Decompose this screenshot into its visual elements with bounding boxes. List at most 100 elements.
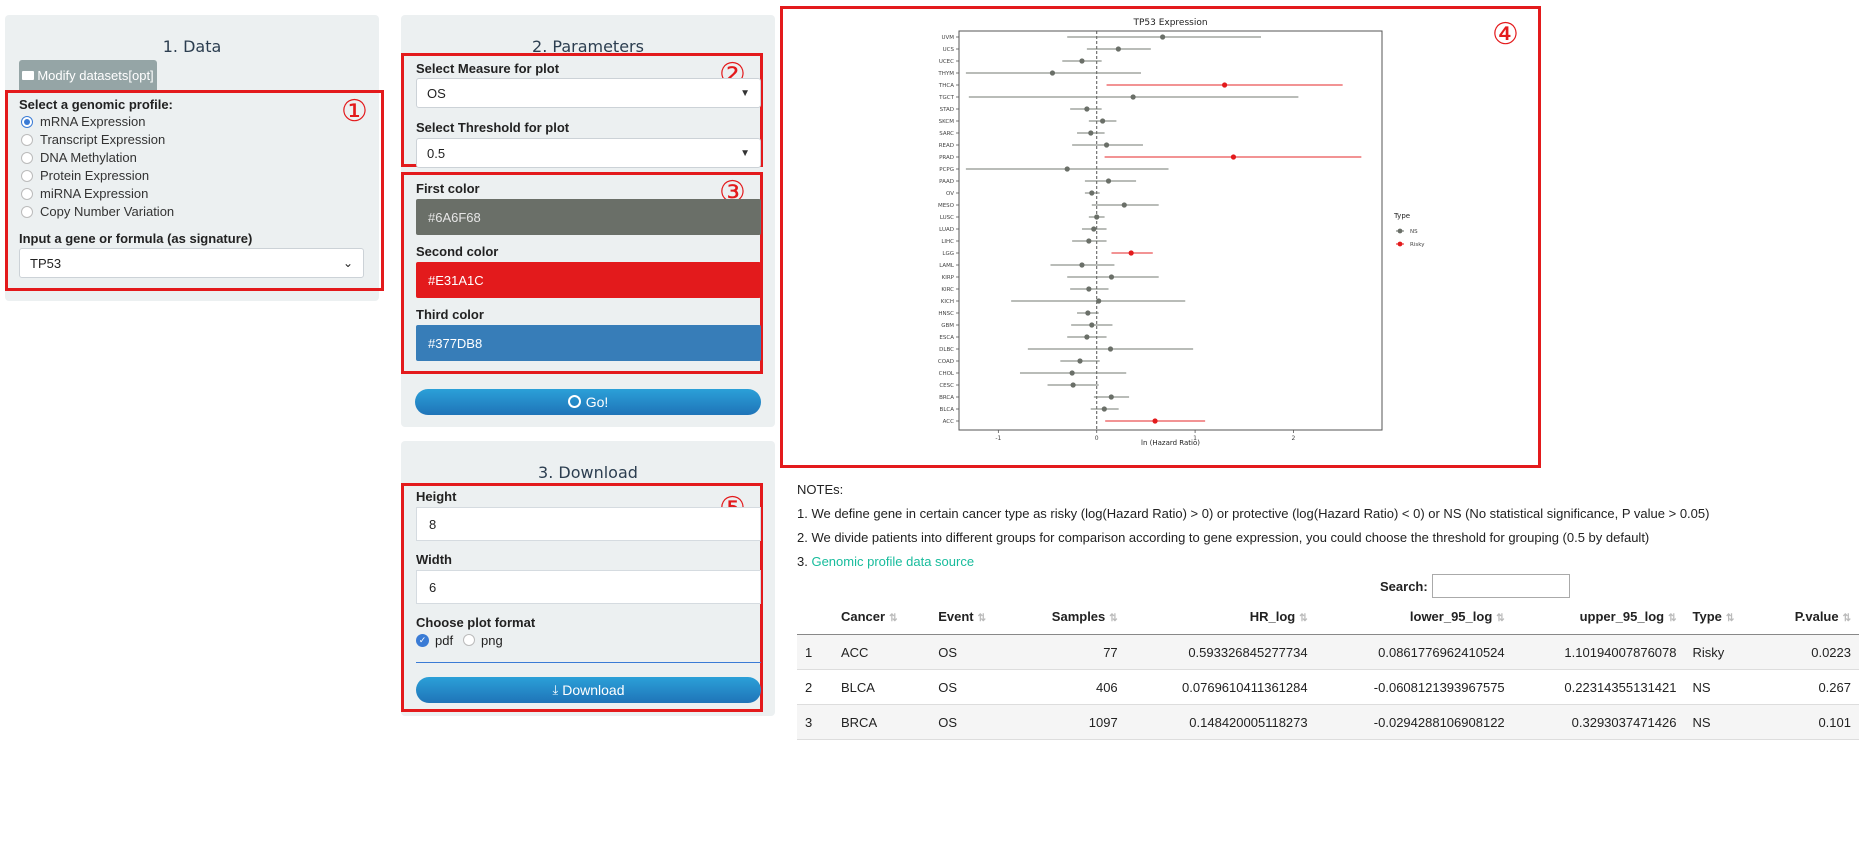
table-row[interactable]: 1 ACC OS 77 0.593326845277734 0.0861776962410…: [797, 634, 1859, 670]
radio-selected-icon: [21, 115, 33, 128]
y-tick-label-acc: ACC: [943, 419, 955, 425]
first-color-label: First color: [416, 181, 480, 196]
marker-1: ①: [341, 94, 368, 129]
col-header[interactable]: P.value ⇅: [1762, 598, 1859, 635]
modify-datasets-button[interactable]: Modify datasets[opt]: [19, 60, 157, 91]
modify-datasets-label: Modify datasets[opt]: [37, 68, 154, 83]
note-1: 1. We define gene in certain cancer type…: [797, 506, 1710, 521]
plot-panel: [958, 30, 1383, 431]
radio-icon: [463, 634, 475, 646]
first-color-input[interactable]: #6A6F68: [416, 199, 761, 235]
y-tick-label-esca: ESCA: [939, 335, 954, 341]
radio-icon: [21, 169, 33, 182]
profile-option[interactable]: Transcript Expression: [21, 129, 174, 150]
point-lgg: [1128, 250, 1134, 256]
gene-select[interactable]: TP53 ⌄: [19, 248, 364, 278]
y-tick-label-kirp: KIRP: [942, 275, 955, 281]
point-hnsc: [1085, 310, 1091, 316]
col-header[interactable]: Samples ⇅: [1015, 598, 1126, 635]
profile-option[interactable]: Copy Number Variation: [21, 201, 174, 222]
third-color-label: Third color: [416, 307, 484, 322]
y-tick-label-skcm: SKCM: [939, 119, 955, 125]
profile-option[interactable]: mRNA Expression: [21, 111, 174, 132]
profile-option[interactable]: DNA Methylation: [21, 147, 174, 168]
first-color-value: #6A6F68: [428, 209, 481, 225]
y-tick-label-pcpg: PCPG: [939, 167, 954, 173]
point-kirp: [1108, 274, 1115, 280]
y-tick-label-lgg: LGG: [942, 251, 954, 257]
checked-icon: ✓: [416, 633, 429, 647]
threshold-select[interactable]: 0.5 ▼: [416, 138, 761, 168]
y-tick-label-ucs: UCS: [943, 47, 955, 53]
format-option-png[interactable]: png: [463, 631, 503, 649]
point-lihc: [1086, 238, 1092, 244]
measure-threshold-section: ② Select Measure for plot OS ▼ Select Th…: [401, 53, 763, 168]
threshold-label: Select Threshold for plot: [416, 120, 570, 135]
y-tick-label-sarc: SARC: [939, 131, 954, 137]
y-tick-label-cesc: CESC: [939, 383, 954, 389]
download-button[interactable]: ⤓ Download: [416, 677, 761, 703]
point-gbm: [1089, 322, 1095, 328]
point-kirc: [1086, 286, 1092, 292]
go-button[interactable]: Go!: [415, 389, 761, 415]
x-tick-label: 2: [1292, 435, 1296, 442]
y-tick-label-thym: THYM: [937, 71, 954, 77]
height-input[interactable]: 8: [416, 507, 761, 541]
table-row[interactable]: 2 BLCA OS 406 0.0769610411361284 -0.060812139…: [797, 669, 1859, 705]
y-tick-label-kirc: KIRC: [941, 287, 954, 293]
y-tick-label-kich: KICH: [941, 299, 954, 305]
notes-section: NOTEs: 1. We define gene in certain canc…: [797, 478, 1857, 574]
profile-option[interactable]: miRNA Expression: [21, 183, 174, 204]
width-input[interactable]: 6: [416, 570, 761, 604]
point-ov: [1089, 190, 1095, 196]
col-header[interactable]: lower_95_log ⇅: [1315, 598, 1513, 635]
note-2: 2. We divide patients into different gro…: [797, 530, 1650, 545]
data-source-link[interactable]: Genomic profile data source: [811, 554, 975, 569]
legend-label-ns: NS: [1410, 229, 1418, 235]
point-read: [1103, 142, 1110, 148]
radio-icon: [21, 205, 33, 218]
format-label: Choose plot format: [416, 615, 536, 630]
download-settings-section: ⑤ Height 8 Width 6 Choose plot format ✓ …: [401, 483, 763, 712]
height-label: Height: [416, 489, 457, 504]
y-tick-label-paad: PAAD: [939, 179, 954, 185]
second-color-label: Second color: [416, 244, 499, 259]
y-tick-label-ucec: UCEC: [939, 59, 954, 65]
x-tick-label: 1: [1193, 435, 1197, 442]
third-color-value: #377DB8: [428, 335, 483, 351]
point-thca: [1222, 82, 1228, 88]
search-input[interactable]: [1431, 574, 1570, 598]
table-row[interactable]: 3 BRCA OS 1097 0.148420005118273 -0.029428810…: [797, 704, 1859, 740]
y-tick-label-gbm: GBM: [941, 323, 954, 329]
y-tick-label-read: READ: [939, 143, 954, 149]
third-color-input[interactable]: #377DB8: [416, 325, 761, 361]
col-header[interactable]: HR_log ⇅: [1125, 598, 1316, 635]
caret-down-icon: ▼: [740, 147, 750, 159]
point-cesc: [1070, 382, 1076, 388]
point-brca: [1108, 394, 1114, 400]
table-header-row: Cancer ⇅ Event ⇅ Samples ⇅ HR_log ⇅ lower_95…: [797, 598, 1859, 635]
search-icon: [567, 394, 581, 408]
sort-icon: ⇅: [1842, 612, 1851, 624]
second-color-value: #E31A1C: [428, 272, 484, 288]
gene-label: Input a gene or formula (as signature): [19, 231, 253, 246]
y-tick-label-dlbc: DLBC: [939, 347, 954, 353]
y-tick-label-chol: CHOL: [939, 371, 955, 377]
col-header[interactable]: upper_95_log ⇅: [1512, 598, 1685, 635]
legend-key-point-risky: [1397, 241, 1403, 247]
col-header[interactable]: Cancer ⇅: [833, 598, 931, 635]
point-prad: [1230, 154, 1237, 160]
measure-select[interactable]: OS ▼: [416, 78, 761, 108]
point-luad: [1091, 226, 1097, 232]
second-color-input[interactable]: #E31A1C: [416, 262, 761, 298]
point-laml: [1079, 262, 1085, 268]
col-header[interactable]: Type ⇅: [1684, 598, 1762, 635]
point-kich: [1096, 298, 1102, 304]
height-value: 8: [429, 516, 437, 532]
point-coad: [1077, 358, 1083, 364]
radio-icon: [21, 133, 33, 146]
col-header[interactable]: Event ⇅: [930, 598, 1016, 635]
profile-option[interactable]: Protein Expression: [21, 165, 174, 186]
format-option-pdf[interactable]: ✓ pdf: [416, 631, 453, 649]
measure-value: OS: [427, 85, 446, 101]
